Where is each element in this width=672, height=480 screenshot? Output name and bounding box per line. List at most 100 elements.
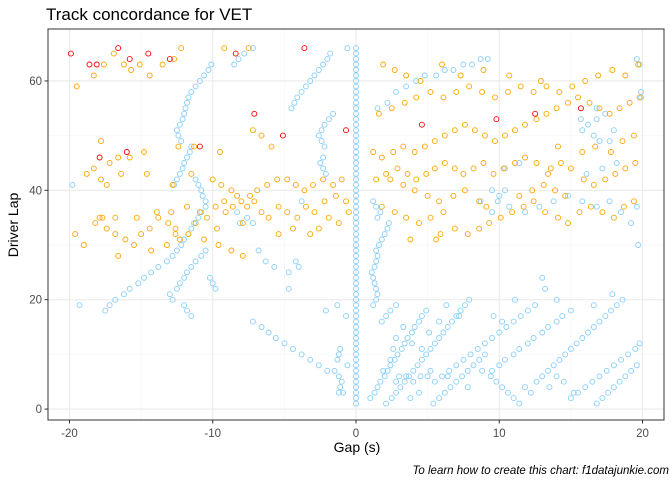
data-point (288, 105, 295, 112)
data-point (384, 99, 391, 106)
data-point (353, 110, 359, 117)
data-point (510, 351, 517, 358)
data-point (311, 209, 318, 216)
data-point (195, 214, 202, 221)
data-point (393, 88, 400, 95)
data-point (373, 258, 380, 265)
data-point (628, 367, 635, 374)
data-point (547, 165, 554, 172)
data-point (461, 187, 468, 194)
data-point (590, 132, 597, 139)
data-point (103, 225, 110, 232)
data-point (441, 67, 448, 73)
data-point (466, 296, 473, 303)
data-point (228, 187, 235, 194)
data-point (411, 149, 418, 155)
data-point (335, 220, 342, 227)
data-point (416, 318, 422, 325)
data-point (317, 160, 324, 166)
data-point (343, 127, 349, 134)
y-tick-label: 40 (29, 185, 42, 197)
data-point (466, 83, 473, 90)
data-point (496, 362, 503, 369)
data-point (529, 187, 536, 194)
data-point (133, 214, 140, 221)
data-point (148, 269, 155, 276)
data-point (610, 214, 617, 221)
data-point (185, 231, 192, 238)
data-point (298, 88, 305, 95)
data-point (433, 236, 440, 243)
data-point (602, 313, 609, 320)
data-point (502, 187, 508, 194)
data-point (371, 389, 378, 396)
data-point (185, 94, 192, 101)
data-point (99, 214, 106, 221)
data-point (262, 258, 269, 265)
data-point (322, 307, 329, 314)
data-point (196, 78, 203, 84)
data-point (469, 61, 475, 68)
data-point (404, 335, 411, 341)
data-point (292, 181, 299, 188)
data-point (499, 384, 506, 391)
data-point (590, 302, 597, 309)
data-point (460, 170, 467, 177)
data-point (543, 83, 550, 90)
data-point (126, 285, 133, 292)
data-point (590, 181, 597, 188)
data-point (543, 110, 550, 117)
data-point (281, 340, 288, 347)
data-point (427, 367, 434, 374)
data-point (481, 132, 488, 139)
data-point (565, 192, 571, 199)
data-point (258, 324, 265, 330)
data-point (407, 236, 414, 243)
data-point (431, 165, 438, 172)
data-point (251, 198, 258, 205)
data-point (374, 214, 381, 221)
data-point (387, 362, 394, 369)
data-point (209, 176, 216, 183)
data-point (178, 138, 185, 145)
data-point (285, 269, 292, 276)
data-point (371, 263, 378, 270)
data-point (265, 214, 272, 221)
data-point (599, 395, 606, 402)
data-point (245, 45, 252, 52)
data-point (404, 170, 411, 177)
data-point (128, 67, 135, 73)
data-point (98, 176, 104, 183)
data-point (315, 67, 322, 73)
data-point (383, 313, 390, 320)
data-point (184, 307, 190, 314)
data-point (141, 274, 147, 281)
data-point (201, 236, 208, 243)
data-point (284, 176, 291, 183)
data-point (550, 362, 557, 369)
data-point (215, 242, 222, 248)
data-point (633, 56, 640, 63)
data-point (393, 389, 400, 396)
data-point (555, 214, 561, 221)
data-point (517, 83, 524, 90)
data-point (492, 138, 498, 145)
data-point (106, 302, 113, 309)
data-point (553, 296, 560, 303)
data-point (413, 78, 420, 84)
data-point (387, 176, 394, 183)
data-point (400, 324, 407, 330)
data-point (272, 335, 279, 341)
data-point (123, 149, 130, 155)
data-point (320, 176, 327, 183)
data-point (509, 209, 516, 216)
data-point (241, 50, 248, 57)
data-point (431, 340, 438, 347)
data-point (451, 127, 458, 134)
data-point (603, 367, 610, 374)
data-point (353, 170, 359, 177)
data-point (496, 329, 503, 336)
data-point (373, 203, 380, 210)
data-point (173, 247, 180, 254)
data-point (175, 132, 182, 139)
